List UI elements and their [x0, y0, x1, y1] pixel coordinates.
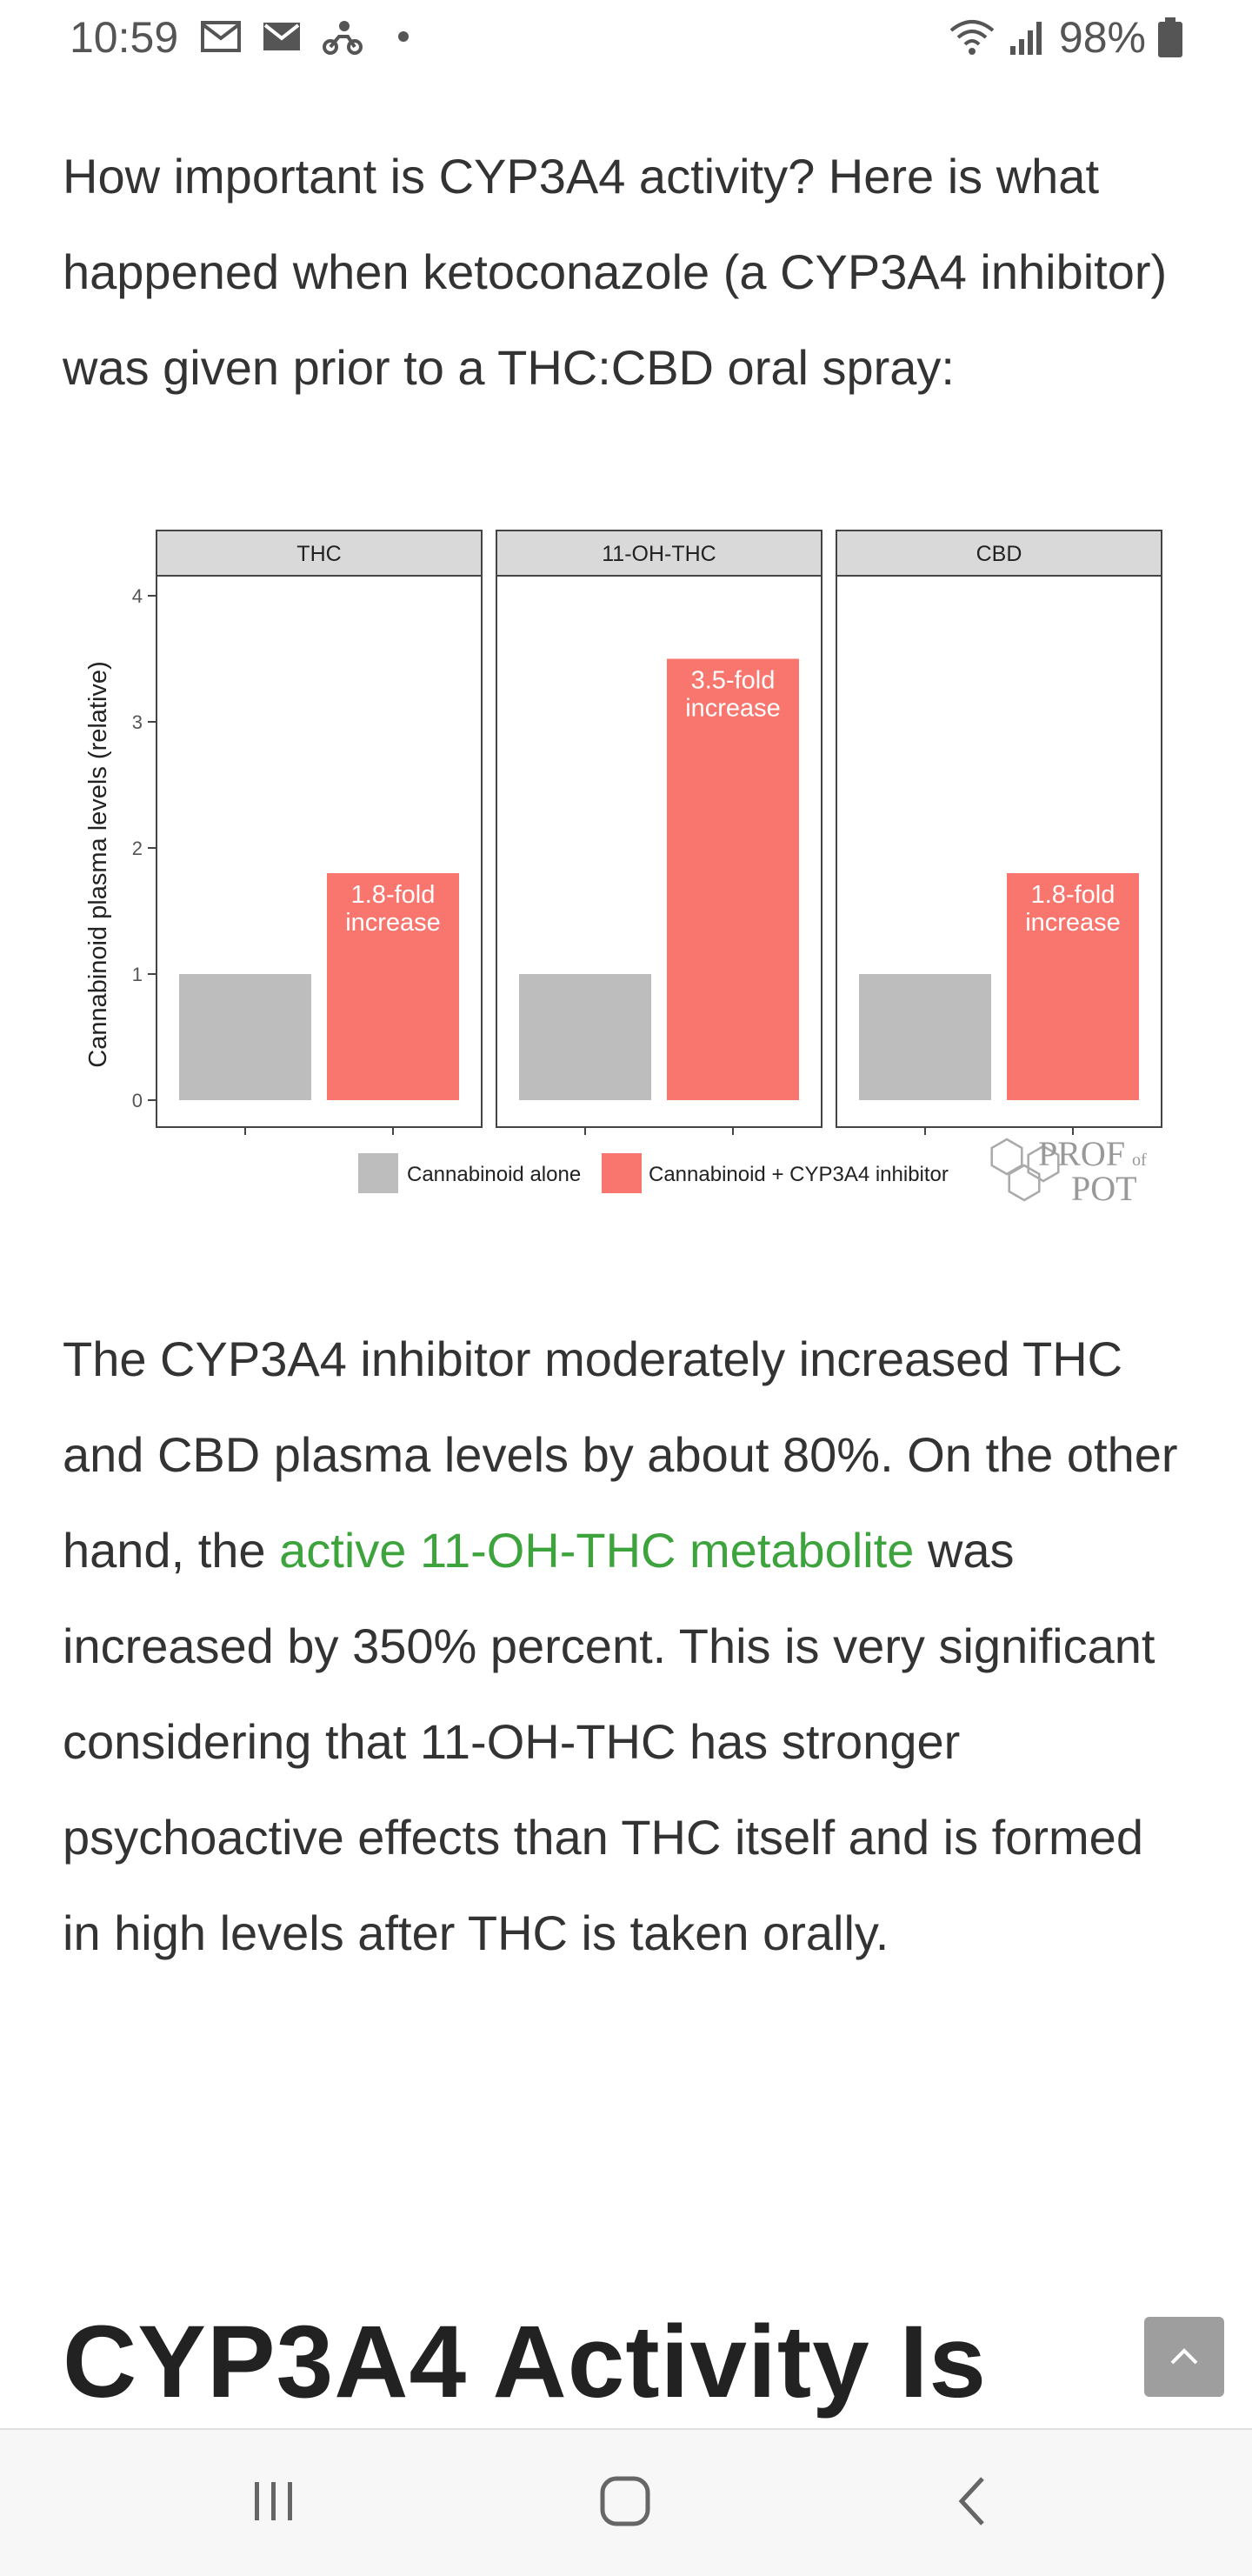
back-icon — [958, 2477, 984, 2526]
bar-2-0 — [859, 974, 991, 1100]
panel-title-0: THC — [296, 542, 341, 566]
logo-prof: PROF — [1038, 1134, 1125, 1173]
panel-title-1: 11-OH-THC — [602, 542, 716, 566]
y-tick-label-1: 1 — [132, 964, 143, 985]
y-tick-label-3: 3 — [132, 711, 143, 733]
section-heading: CYP3A4 Activity Is — [63, 2305, 987, 2419]
home-icon — [600, 2476, 650, 2526]
bar-annotation-1-1: increase — [685, 695, 781, 723]
logo-hexagon-1 — [1008, 1164, 1041, 1202]
paragraph-text-after-link: was increased by 350% percent. This is v… — [63, 1523, 1155, 1960]
bar-2-1 — [1007, 873, 1139, 1100]
bar-annotation-0-0: 1.8-fold — [351, 881, 436, 909]
logo-hexagon-0 — [990, 1138, 1023, 1176]
notification-icons — [200, 17, 409, 56]
mail-icon — [263, 23, 300, 50]
paragraph-text-before-link: The CYP3A4 inhibitor moderately increase… — [63, 1331, 1178, 1578]
battery-percent: 98% — [1058, 13, 1146, 62]
y-axis-label: Cannabinoid plasma levels (relative) — [84, 661, 112, 1067]
bar-annotation-1-0: 3.5-fold — [691, 667, 776, 695]
recents-icon — [255, 2482, 292, 2520]
metabolite-link[interactable]: active 11-OH-THC metabolite — [279, 1523, 915, 1578]
y-tick-label-0: 0 — [132, 1090, 143, 1111]
logo-of: of — [1132, 1151, 1147, 1170]
legend-swatch-1 — [602, 1153, 642, 1193]
legend-swatch-0 — [358, 1153, 398, 1193]
delivery-icon — [323, 21, 363, 55]
bar-0-0 — [179, 974, 311, 1100]
cyp3a4-chart: Cannabinoid plasma levels (relative) 0 1 2 3… — [84, 530, 1162, 1208]
bar-annotation-2-0: 1.8-fold — [1031, 881, 1115, 909]
battery-icon — [1158, 17, 1182, 57]
y-tick-label-2: 2 — [132, 838, 143, 859]
home-button[interactable] — [586, 2466, 664, 2536]
system-icons: 98% — [948, 12, 1182, 63]
legend-label-0: Cannabinoid alone — [407, 1163, 581, 1186]
system-navigation-bar — [0, 2428, 1252, 2576]
bar-0-1 — [327, 873, 459, 1100]
logo-hexagon-2 — [1027, 1145, 1060, 1183]
back-button[interactable] — [934, 2466, 1012, 2536]
intro-paragraph: How important is CYP3A4 activity? Here i… — [63, 149, 1168, 395]
recents-button[interactable] — [235, 2466, 313, 2536]
bar-annotation-0-1: increase — [345, 909, 441, 937]
status-time: 10:59 — [70, 13, 179, 62]
status-bar: 10:59 98% — [0, 0, 1252, 77]
bar-1-0 — [519, 974, 651, 1100]
logo-pot: POT — [1071, 1169, 1137, 1208]
bar-1-1 — [667, 658, 799, 1100]
panel-title-2: CBD — [976, 542, 1022, 566]
wifi-icon — [949, 20, 995, 55]
body-paragraph: The CYP3A4 inhibitor moderately increase… — [63, 1311, 1193, 1981]
legend-label-1: Cannabinoid + CYP3A4 inhibitor — [649, 1163, 949, 1186]
chevron-up-icon — [1170, 2348, 1198, 2365]
gmail-icon — [201, 21, 241, 52]
bar-annotation-2-1: increase — [1025, 909, 1121, 937]
scroll-to-top-button[interactable] — [1144, 2317, 1224, 2397]
signal-icon — [1009, 22, 1042, 55]
y-tick-label-4: 4 — [132, 585, 143, 607]
more-notifications-dot — [398, 31, 409, 42]
